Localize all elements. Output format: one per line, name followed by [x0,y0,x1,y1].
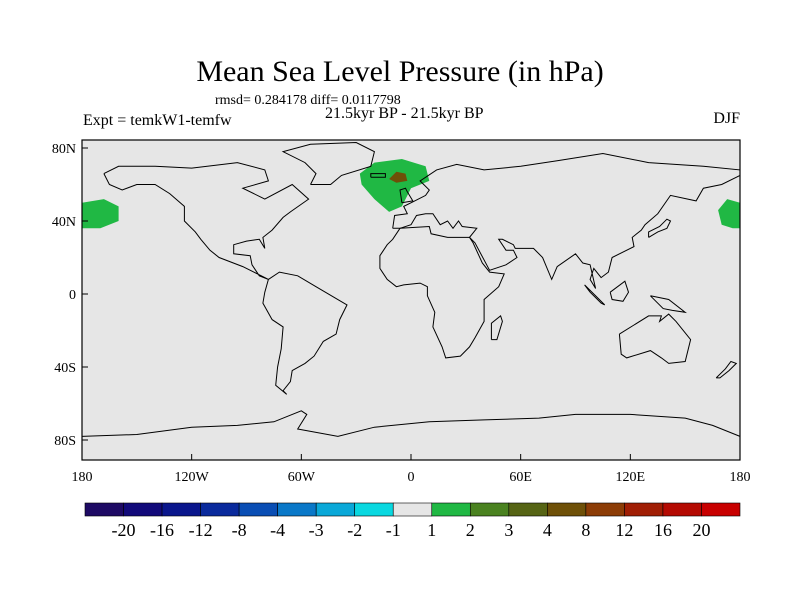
coastline-japan [648,218,672,238]
lon-tick-label: 180 [72,470,93,485]
lon-tick-label: 60W [288,470,316,485]
lat-tick-label: 80N [52,142,76,157]
coastline-borneo [609,280,630,302]
lat-tick-label: 0 [69,288,76,303]
colorbar-label: -20 [112,520,136,540]
season-label: DJF [713,110,740,127]
coastline-new-guinea [650,295,688,314]
colorbar-label: -16 [150,520,174,540]
coastline-new-zealand [715,360,738,379]
coastline-iceland [370,173,386,178]
colorbar-label: -8 [232,520,247,540]
colorbar-label: -1 [386,520,401,540]
plot-title: Mean Sea Level Pressure (in hPa) [196,55,604,88]
colorbar-swatch [277,502,317,517]
colorbar-label: 12 [615,520,633,540]
colorbar-label: 20 [692,520,710,540]
colorbar-label: 4 [543,520,552,540]
lat-tick-label: 40N [52,215,76,230]
colorbar-label: 1 [427,520,436,540]
experiment-label: Expt = temkW1-temfw [83,112,232,129]
colorbar-swatch [392,502,433,517]
colorbar-swatch [238,502,278,517]
coastline-north-america [103,162,310,280]
lat-tick-label: 80S [54,434,76,449]
colorbar-label: 16 [654,520,672,540]
coastline-australia [618,313,692,364]
coastline-south-america [262,271,348,395]
colorbar-swatch [662,502,702,517]
anomaly-north-atlantic [359,159,430,212]
colorbar-swatch [431,502,471,517]
anomaly-north-pacific-west [82,199,119,229]
map-background [82,140,740,460]
colorbar-swatch [547,502,587,517]
colorbar-label: -4 [270,520,285,540]
coastline-madagascar [490,315,503,341]
colorbar-label: 8 [581,520,590,540]
colorbar-swatch [200,502,240,517]
coastline-africa [379,225,505,359]
colorbar-label: -12 [189,520,213,540]
colorbar-swatch [624,502,664,517]
anomaly-north-atlantic-core [389,171,408,183]
colorbar-label: 2 [466,520,475,540]
colorbar-swatch [123,502,163,517]
stats-label: rmsd= 0.284178 diff= 0.0117798 [215,93,401,108]
coastline-sumatra [584,284,606,306]
lat-tick-label: 40S [54,361,76,376]
colorbar-swatch [354,502,394,517]
colorbar-label: -2 [347,520,362,540]
lon-tick-label: 120E [616,470,646,485]
coastline-eurasia [392,152,741,289]
colorbar-swatch [84,502,124,517]
colorbar-swatch [469,502,510,517]
colorbar-swatch [585,502,625,517]
coastline-antarctica [81,410,741,437]
lon-tick-label: 60E [509,470,532,485]
coastline-british-isles [399,187,414,204]
coastline-greenland [281,141,375,185]
colorbar-swatch [701,502,741,517]
colorbar-swatch [315,502,356,517]
lon-tick-label: 180 [730,470,751,485]
colorbar-swatch [508,502,548,517]
colorbar-label: 3 [504,520,513,540]
colorbar-swatch [161,502,201,517]
lon-tick-label: 120W [175,470,210,485]
colorbar-label: -3 [309,520,324,540]
lon-tick-label: 0 [408,470,415,485]
period-label: 21.5kyr BP - 21.5kyr BP [325,105,484,122]
anomaly-north-pacific-east [718,199,740,229]
